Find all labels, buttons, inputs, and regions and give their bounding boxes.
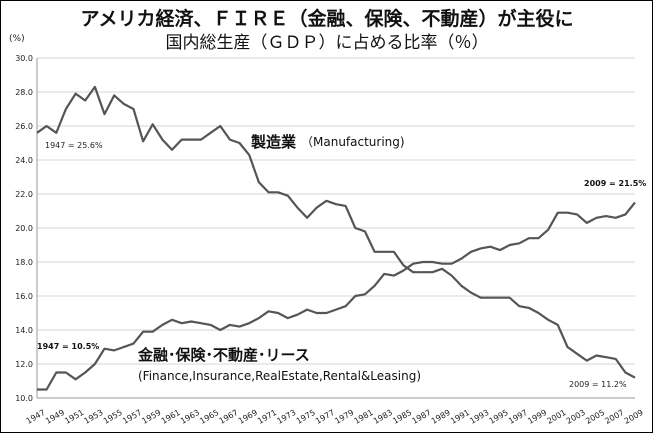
x-tick-label: 2001 <box>546 408 568 426</box>
series-label-fire: 金融･保険･不動産･リース <box>137 346 310 364</box>
x-tick-label: 1995 <box>488 408 510 426</box>
x-tick-label: 1983 <box>372 408 394 426</box>
annotation-fire-2009: 2009 = 21.5% <box>584 179 646 188</box>
y-tick-label: 28.0 <box>15 88 33 97</box>
y-tick-label: 22.0 <box>15 190 33 199</box>
x-tick-label: 1959 <box>140 408 162 426</box>
x-tick-label: 1973 <box>275 408 297 426</box>
x-tick-label: 1953 <box>83 408 105 426</box>
x-tick-label: 1963 <box>179 408 201 426</box>
x-tick-label: 2009 <box>623 408 645 426</box>
y-tick-label: 30.0 <box>15 54 33 63</box>
x-tick-label: 1975 <box>295 408 317 426</box>
y-tick-label: 24.0 <box>15 156 33 165</box>
x-tick-label: 1955 <box>102 408 124 426</box>
x-tick-label: 1965 <box>198 408 220 426</box>
x-tick-label: 1949 <box>44 408 66 426</box>
annotation-manufacturing-1947: 1947 = 25.6% <box>45 141 103 150</box>
x-tick-label: 2007 <box>603 408 625 426</box>
x-tick-label: 1999 <box>526 408 548 426</box>
series-line-manufacturing <box>36 85 636 379</box>
x-tick-labels: 1947194919511953195519571959196119631965… <box>25 408 645 426</box>
y-tick-label: 18.0 <box>15 258 33 267</box>
x-tick-label: 1947 <box>25 408 47 426</box>
series-label-fire-en: (Finance,Insurance,RealEstate,Rental&Lea… <box>138 369 421 383</box>
x-tick-label: 1971 <box>256 408 278 426</box>
chart-subtitle: 国内総生産（ＧＤＰ）に占める比率（％） <box>166 33 489 53</box>
y-tick-labels: 10.0 12.0 14.0 16.0 18.0 20.0 22.0 24.0 26.0 28.0… <box>15 54 33 403</box>
grid-lines <box>36 57 635 399</box>
y-tick-label: 10.0 <box>15 394 33 403</box>
series-lines <box>36 85 636 391</box>
x-tick-label: 1979 <box>333 408 355 426</box>
y-axis-unit: (%) <box>9 34 25 44</box>
x-tick-label: 1997 <box>507 408 529 426</box>
y-tick-label: 14.0 <box>15 326 33 335</box>
y-tick-label: 16.0 <box>15 292 33 301</box>
x-tick-label: 1987 <box>410 408 432 426</box>
annotation-manufacturing-2009: 2009 = 11.2% <box>569 380 627 389</box>
chart-title: アメリカ経済、ＦＩＲＥ（金融、保険、不動産）が主役に <box>80 7 573 30</box>
y-tick-label: 26.0 <box>15 122 33 131</box>
annotation-fire-1947: 1947 = 10.5% <box>37 342 99 351</box>
x-tick-label: 2003 <box>565 408 587 426</box>
x-tick-label: 1993 <box>468 408 490 426</box>
series-line-fire <box>37 201 636 391</box>
series-label-manufacturing-en: （Manufacturing) <box>301 135 405 149</box>
x-tick-label: 1989 <box>430 408 452 426</box>
x-tick-label: 1951 <box>63 408 85 426</box>
x-tick-label: 1969 <box>237 408 259 426</box>
x-tick-label: 1977 <box>314 408 336 426</box>
x-tick-label: 2005 <box>584 408 606 426</box>
x-tick-label: 1991 <box>449 408 471 426</box>
series-label-manufacturing: 製造業 <box>250 133 297 151</box>
x-tick-label: 1967 <box>218 408 240 426</box>
x-tick-label: 1985 <box>391 408 413 426</box>
y-tick-label: 12.0 <box>15 360 33 369</box>
y-tick-label: 20.0 <box>15 224 33 233</box>
x-tick-label: 1961 <box>160 408 182 426</box>
x-tick-label: 1981 <box>353 408 375 426</box>
x-tick-label: 1957 <box>121 408 143 426</box>
